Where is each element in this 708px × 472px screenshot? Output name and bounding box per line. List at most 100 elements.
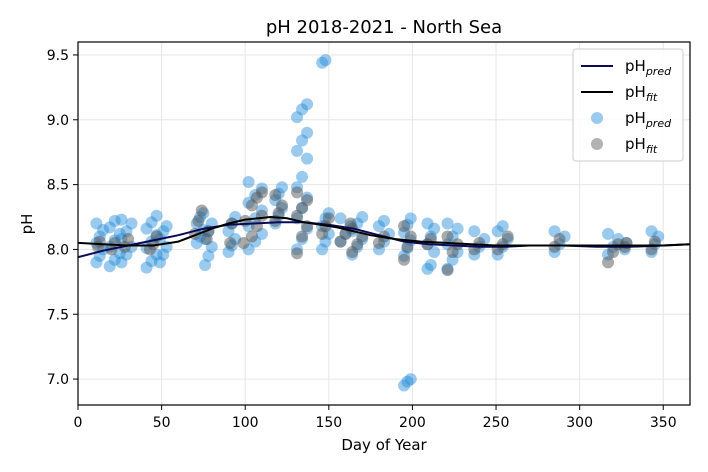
fit-point bbox=[192, 214, 205, 227]
fit-point bbox=[122, 233, 135, 246]
fit-point bbox=[501, 230, 514, 243]
pred-point bbox=[140, 222, 153, 235]
y-tick-label: 8.5 bbox=[47, 178, 69, 194]
pred-point bbox=[334, 212, 347, 225]
pred-point bbox=[301, 126, 314, 139]
pred-point bbox=[145, 255, 158, 268]
pred-point bbox=[291, 111, 304, 124]
legend-marker-swatch bbox=[591, 138, 603, 150]
pred-point bbox=[468, 225, 481, 238]
x-axis: 0 50 100 150 200 250 300 350 bbox=[74, 405, 677, 431]
pred-point bbox=[645, 225, 658, 238]
fit-point bbox=[245, 230, 258, 243]
pred-point bbox=[451, 222, 464, 235]
pred-point bbox=[90, 217, 103, 230]
plot-area bbox=[78, 54, 690, 392]
fit-point bbox=[93, 235, 106, 248]
x-tick-label: 200 bbox=[399, 415, 426, 431]
y-axis-label: pH bbox=[18, 214, 36, 235]
y-tick-label: 9.0 bbox=[47, 113, 69, 129]
x-tick-label: 50 bbox=[153, 415, 171, 431]
pred-point bbox=[378, 214, 390, 227]
fit-point bbox=[255, 209, 268, 222]
fit-point bbox=[250, 220, 263, 233]
fit-point bbox=[237, 236, 250, 249]
x-tick-label: 100 bbox=[232, 415, 259, 431]
fit-point bbox=[224, 236, 237, 249]
pred-point bbox=[301, 98, 314, 111]
legend: pHpred pHfit pHpred pHfit bbox=[572, 48, 684, 162]
fit-point bbox=[441, 264, 454, 277]
fit-line bbox=[78, 215, 690, 247]
pred-point bbox=[316, 56, 329, 69]
pred-point bbox=[115, 213, 128, 226]
fit-point bbox=[195, 204, 208, 217]
fit-point bbox=[553, 233, 566, 246]
legend-box bbox=[572, 48, 684, 162]
legend-marker-swatch bbox=[591, 112, 603, 124]
x-tick-label: 300 bbox=[566, 415, 593, 431]
x-tick-label: 350 bbox=[650, 415, 677, 431]
pred-point bbox=[602, 227, 615, 240]
pred-point bbox=[150, 209, 163, 222]
pred-point bbox=[356, 211, 369, 224]
legend-label: pHfit bbox=[625, 135, 658, 156]
pred-point bbox=[202, 249, 215, 262]
pred-point bbox=[125, 217, 138, 230]
fit-point bbox=[401, 240, 414, 253]
plot-frame bbox=[77, 41, 691, 406]
pred-point bbox=[404, 212, 417, 225]
pred-point bbox=[199, 258, 212, 271]
pred-point bbox=[291, 144, 304, 157]
fit-point bbox=[322, 212, 335, 225]
pred-point bbox=[296, 134, 309, 147]
pred-point bbox=[496, 220, 509, 233]
fit-point bbox=[291, 186, 304, 199]
pred-point bbox=[90, 256, 103, 269]
y-tick-label: 9.5 bbox=[47, 48, 69, 64]
pred-point bbox=[424, 258, 437, 271]
fit-point bbox=[276, 199, 288, 212]
y-axis: 7.0 7.5 8.0 8.5 9.0 9.5 bbox=[47, 48, 78, 388]
fit-point bbox=[398, 220, 411, 233]
pred-point bbox=[103, 260, 116, 273]
chart-title: pH 2018-2021 - North Sea bbox=[266, 17, 502, 38]
pred-point bbox=[398, 379, 411, 392]
pred-point bbox=[97, 223, 110, 236]
fit-point bbox=[296, 230, 309, 243]
pred-point bbox=[108, 214, 121, 227]
fit-lines bbox=[78, 215, 690, 259]
fit-point bbox=[301, 194, 314, 207]
pred-point bbox=[428, 222, 441, 235]
pred-point bbox=[441, 217, 454, 230]
x-tick-label: 150 bbox=[315, 415, 342, 431]
pred-point bbox=[115, 256, 128, 269]
pred-point bbox=[296, 170, 309, 183]
pred-point bbox=[140, 261, 153, 274]
fit-point bbox=[255, 186, 268, 199]
pred-point bbox=[491, 225, 504, 238]
pred-point bbox=[428, 246, 441, 259]
legend-label: pHpred bbox=[625, 109, 672, 130]
pred-point bbox=[222, 246, 235, 259]
fit-point bbox=[441, 230, 454, 243]
pred-point bbox=[242, 176, 255, 189]
legend-label: pHfit bbox=[625, 83, 658, 104]
fit-point bbox=[269, 188, 282, 201]
pred-point bbox=[316, 243, 329, 256]
legend-label: pHpred bbox=[625, 57, 672, 78]
pred-point bbox=[296, 103, 309, 116]
pred-point bbox=[276, 181, 288, 194]
pred-point bbox=[401, 375, 414, 388]
fit-point bbox=[291, 247, 304, 260]
pred-point bbox=[319, 54, 332, 67]
y-tick-label: 8.0 bbox=[47, 242, 69, 258]
pred-point bbox=[404, 373, 417, 386]
pred-point bbox=[421, 217, 434, 230]
x-tick-label: 0 bbox=[74, 415, 83, 431]
x-axis-label: Day of Year bbox=[341, 436, 427, 454]
pred-point bbox=[108, 253, 121, 266]
x-tick-label: 250 bbox=[483, 415, 510, 431]
pred-point bbox=[145, 216, 158, 229]
